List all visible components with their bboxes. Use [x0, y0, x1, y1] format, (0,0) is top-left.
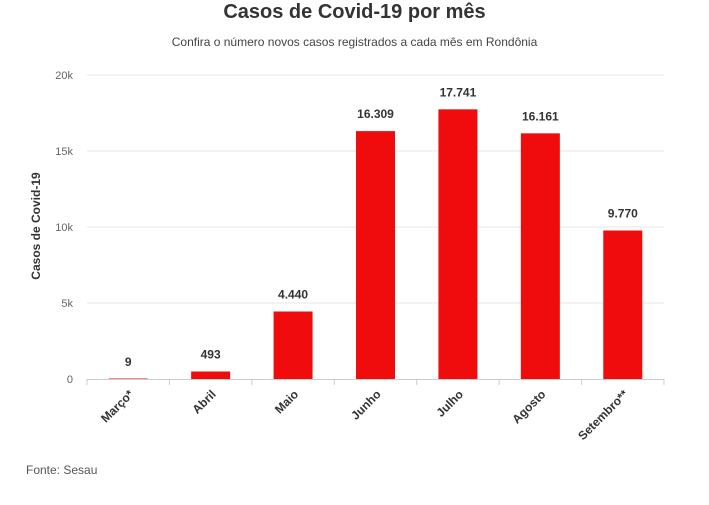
x-tick-label: Maio [272, 387, 301, 416]
bar[interactable] [108, 378, 148, 380]
y-tick-label: 10k [55, 222, 73, 234]
x-tick-label: Junho [348, 387, 383, 422]
y-tick-label: 5k [61, 298, 73, 310]
data-label: 9.770 [608, 206, 638, 220]
bar[interactable] [356, 131, 395, 379]
bar[interactable] [603, 230, 643, 379]
data-label: 16.309 [357, 107, 394, 121]
data-label: 16.161 [522, 109, 559, 123]
x-tick-label: Setembro** [575, 387, 631, 443]
bar[interactable] [191, 371, 231, 379]
x-tick-label: Abril [190, 387, 219, 416]
chart-title: Casos de Covid-19 por mês [223, 1, 486, 23]
bar-chart: 0 5k 10k 15k 20k 9 493 4.440 16.309 17.741 16.161… [29, 70, 665, 443]
y-tick-label: 20k [55, 70, 73, 82]
bar[interactable] [520, 133, 560, 379]
y-tick-label: 15k [55, 146, 73, 158]
data-label: 4.440 [278, 288, 308, 302]
y-tick-label: 0 [67, 374, 73, 386]
bar[interactable] [438, 109, 478, 380]
bars [108, 109, 643, 380]
x-tick-label: Março* [98, 387, 136, 425]
bar[interactable] [273, 311, 313, 379]
data-label: 17.741 [440, 85, 477, 99]
data-label: 493 [201, 348, 221, 362]
data-labels: 9 493 4.440 16.309 17.741 16.161 9.770 [125, 85, 638, 369]
x-tick-label: Agosto [509, 387, 548, 426]
y-axis-ticks: 0 5k 10k 15k 20k [55, 70, 73, 386]
x-tick-label: Julho [434, 387, 467, 420]
data-label: 9 [125, 355, 132, 369]
x-axis: Março* Abril Maio Junho Julho Agosto Setembro*… [86, 379, 665, 443]
chart-subtitle: Confira o número novos casos registrados… [171, 35, 538, 49]
y-axis-title: Casos de Covid-19 [29, 172, 43, 280]
source-note: Fonte: Sesau [26, 463, 98, 477]
